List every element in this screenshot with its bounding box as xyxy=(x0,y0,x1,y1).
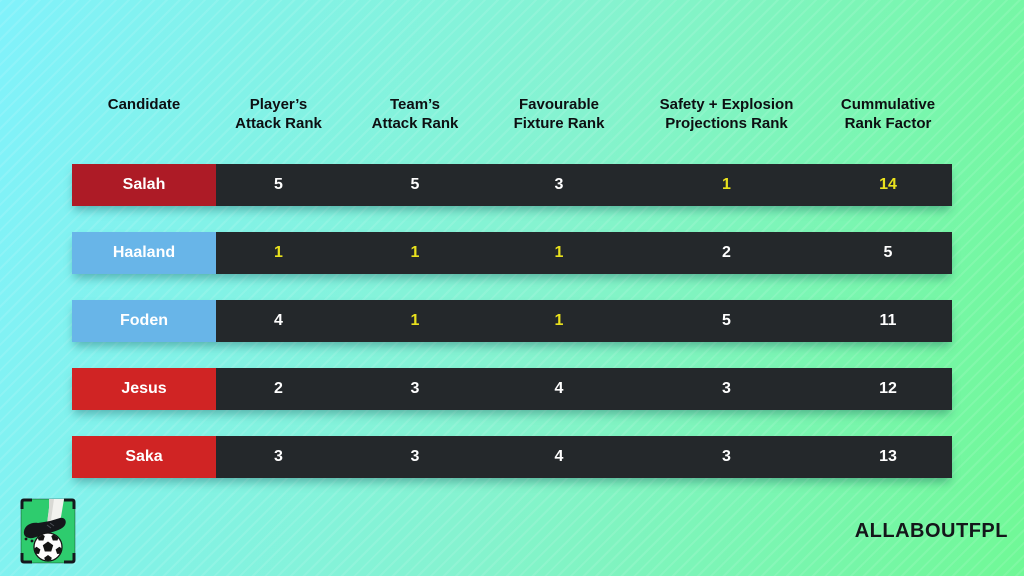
rank-value: 1 xyxy=(722,176,731,193)
rank-value: 5 xyxy=(722,312,731,329)
rank-value: 1 xyxy=(274,244,283,261)
rank-value: 1 xyxy=(554,312,564,329)
rank-value: 1 xyxy=(410,244,420,261)
table-row-haaland: Haaland 1 1 1 2 5 xyxy=(72,232,952,274)
rank-value: 2 xyxy=(722,244,731,261)
candidate-label: Jesus xyxy=(72,368,216,410)
rank-value: 1 xyxy=(410,312,420,329)
table-row-jesus: Jesus 2 3 4 3 12 xyxy=(72,368,952,410)
rank-value: 4 xyxy=(274,312,283,329)
table-row-foden: Foden 4 1 1 5 11 xyxy=(72,300,952,342)
rank-value: 4 xyxy=(554,448,564,465)
header-teams-attack-rank: Team’s Attack Rank xyxy=(371,96,459,132)
rank-value: 11 xyxy=(879,312,897,329)
header-cummulative-rank-factor: Cummulative Rank Factor xyxy=(840,96,936,132)
header-favourable-fixture-rank: Favourable Fixture Rank xyxy=(513,96,605,132)
rank-value: 3 xyxy=(554,176,564,193)
rank-value: 5 xyxy=(883,244,893,261)
candidate-label: Saka xyxy=(72,436,216,478)
rank-value: 1 xyxy=(554,244,564,261)
rank-table: Candidate Player’s Attack Rank Team’s At… xyxy=(72,96,952,504)
rank-value: 3 xyxy=(274,448,283,465)
candidate-label: Foden xyxy=(72,300,216,342)
candidate-label: Haaland xyxy=(72,232,216,274)
rank-value: 5 xyxy=(410,176,420,193)
candidate-label: Salah xyxy=(72,164,216,206)
rank-band: 4 1 1 5 11 xyxy=(216,300,952,342)
table-header-row: Candidate Player’s Attack Rank Team’s At… xyxy=(72,96,952,138)
table-row-salah: Salah 5 5 3 1 14 xyxy=(72,164,952,206)
rank-value: 5 xyxy=(274,176,283,193)
rank-value: 3 xyxy=(410,380,420,397)
rank-value: 3 xyxy=(722,380,731,397)
rank-value: 4 xyxy=(554,380,564,397)
rank-band: 2 3 4 3 12 xyxy=(216,368,952,410)
header-candidate: Candidate xyxy=(107,96,181,113)
brand-wordmark: ALLABOUTFPL xyxy=(854,520,1008,542)
header-players-attack-rank: Player’s Attack Rank xyxy=(235,96,322,132)
header-safety-explosion-rank: Safety + Explosion Projections Rank xyxy=(659,96,794,132)
rank-value: 14 xyxy=(879,176,897,193)
rank-band: 3 3 4 3 13 xyxy=(216,436,952,478)
rank-value: 13 xyxy=(879,448,897,465)
rank-value: 3 xyxy=(410,448,420,465)
football-boot-ball-logo-icon xyxy=(20,498,76,564)
rank-value: 12 xyxy=(879,380,897,397)
rank-value: 3 xyxy=(722,448,731,465)
rank-value: 2 xyxy=(274,380,283,397)
rank-band: 1 1 1 2 5 xyxy=(216,232,952,274)
rank-band: 5 5 3 1 14 xyxy=(216,164,952,206)
table-row-saka: Saka 3 3 4 3 13 xyxy=(72,436,952,478)
